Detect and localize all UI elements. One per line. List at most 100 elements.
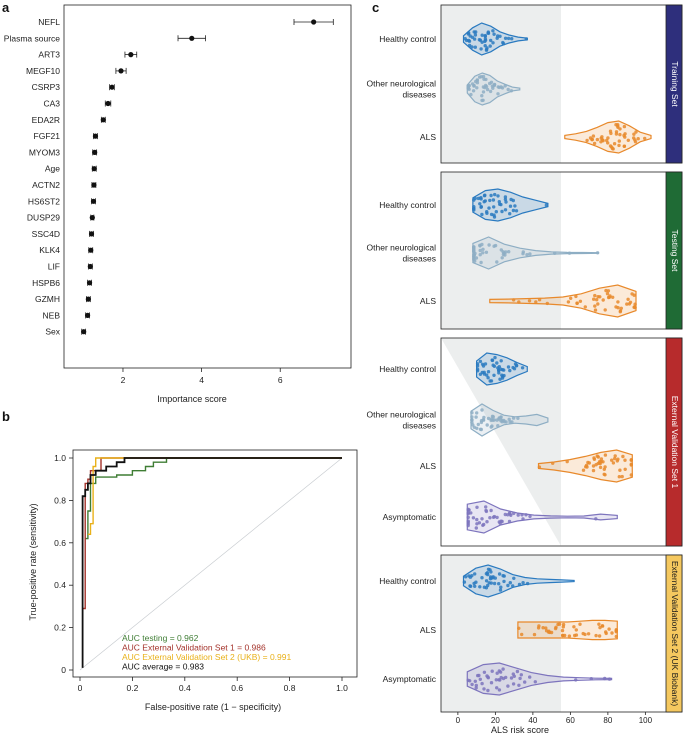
panel-c-risk-score-chart: Training Set Healthy control Other neurolo… (367, 4, 683, 735)
group-label: Healthy control (379, 200, 436, 210)
sample-dot (513, 204, 517, 208)
sample-dot (623, 458, 627, 462)
sample-dot (495, 671, 499, 675)
sample-dot (479, 420, 484, 425)
sample-dot (502, 373, 506, 378)
feature-importance-point (85, 296, 91, 302)
roc-legend-entry: AUC testing = 0.962 (122, 633, 199, 643)
sample-dot (506, 36, 511, 41)
sample-dot (537, 465, 542, 469)
sample-dot (487, 206, 491, 210)
feature-importance-point (88, 247, 94, 253)
sample-dot (566, 300, 571, 304)
sample-dot (473, 259, 477, 263)
sample-dot (534, 300, 538, 304)
sample-dot (469, 584, 473, 588)
y-tick-label: 0.4 (54, 580, 66, 590)
sample-dot (625, 302, 629, 306)
sample-dot (470, 418, 474, 422)
risk-set-strip (665, 337, 683, 547)
sample-dot (591, 468, 596, 473)
x-tick-label: 2 (121, 375, 126, 385)
sample-dot (623, 467, 627, 471)
sample-dot (493, 243, 498, 248)
sample-dot (497, 365, 501, 369)
sample-dot (473, 196, 477, 201)
sample-dot (618, 468, 622, 472)
sample-dot (486, 688, 490, 693)
sample-dot (581, 631, 585, 636)
sample-dot (537, 298, 542, 302)
sample-dot (620, 474, 624, 479)
panel-a-importance-chart: NEFL Plasma source ART3 MEGF10 CSRP3 CA3 EDA2R… (4, 4, 352, 404)
sample-dot (473, 584, 477, 588)
sample-dot (491, 515, 496, 519)
sample-dot (572, 625, 576, 629)
sample-dot (490, 424, 494, 428)
sample-dot (467, 38, 471, 43)
sample-dot (515, 669, 520, 674)
sample-dot (470, 415, 474, 419)
sample-dot (469, 92, 473, 97)
sample-dot (492, 418, 496, 422)
y-tick-label: 0.2 (54, 623, 66, 633)
panel-b-x-axis-label: False-positive rate (1 − specificity) (145, 702, 281, 712)
sample-dot (554, 625, 558, 629)
sample-dot (598, 625, 602, 630)
feature-label: GZMH (35, 294, 60, 304)
sample-dot (569, 296, 573, 300)
sample-dot (501, 676, 506, 681)
sample-dot (480, 517, 484, 521)
sample-dot (463, 37, 467, 41)
sample-dot (499, 359, 503, 363)
sample-dot (472, 581, 476, 586)
sample-dot (618, 310, 622, 314)
roc-curve (82, 457, 342, 610)
sample-dot (508, 204, 513, 208)
sample-dot (484, 77, 488, 82)
sample-dot (488, 89, 493, 94)
sample-dot (496, 194, 500, 198)
sample-dot (594, 463, 598, 467)
sample-dot (508, 581, 512, 585)
sample-dot (486, 567, 491, 571)
sample-dot (475, 364, 480, 368)
x-tick-label: 0 (456, 716, 461, 725)
sample-dot (594, 633, 598, 638)
sample-dot (507, 519, 512, 524)
group-label: diseases (402, 254, 436, 264)
risk-set-title: External Validation Set 1 (670, 396, 680, 489)
sample-dot (494, 210, 498, 214)
sample-dot (498, 202, 502, 206)
sample-dot (511, 208, 516, 213)
sample-dot (561, 622, 566, 627)
x-tick-label: 0.2 (126, 683, 138, 693)
risk-set-strip (665, 554, 683, 713)
sample-dot (633, 305, 637, 310)
sample-dot (516, 513, 520, 517)
panel-a-x-axis-label: Importance score (157, 394, 227, 404)
violin-shape (466, 500, 618, 534)
sample-dot (490, 414, 495, 418)
sample-dot (603, 308, 607, 312)
sample-dot (590, 137, 594, 142)
sample-dot (503, 84, 507, 88)
sample-dot (500, 209, 504, 214)
sample-dot (511, 584, 515, 588)
sample-dot (489, 418, 493, 422)
sample-dot (593, 304, 597, 308)
sample-dot (499, 419, 503, 423)
group-label: Asymptomatic (383, 674, 437, 684)
sample-dot (498, 588, 503, 592)
sample-dot (500, 256, 504, 260)
sample-dot (528, 514, 532, 519)
sample-dot (478, 202, 482, 206)
sample-dot (495, 515, 499, 520)
sample-dot (567, 634, 572, 638)
sample-dot (472, 30, 476, 34)
sample-dot (492, 373, 496, 377)
sample-dot (492, 205, 496, 209)
x-tick-label: 80 (603, 716, 612, 725)
sample-dot (492, 32, 496, 36)
sample-dot (492, 83, 496, 88)
